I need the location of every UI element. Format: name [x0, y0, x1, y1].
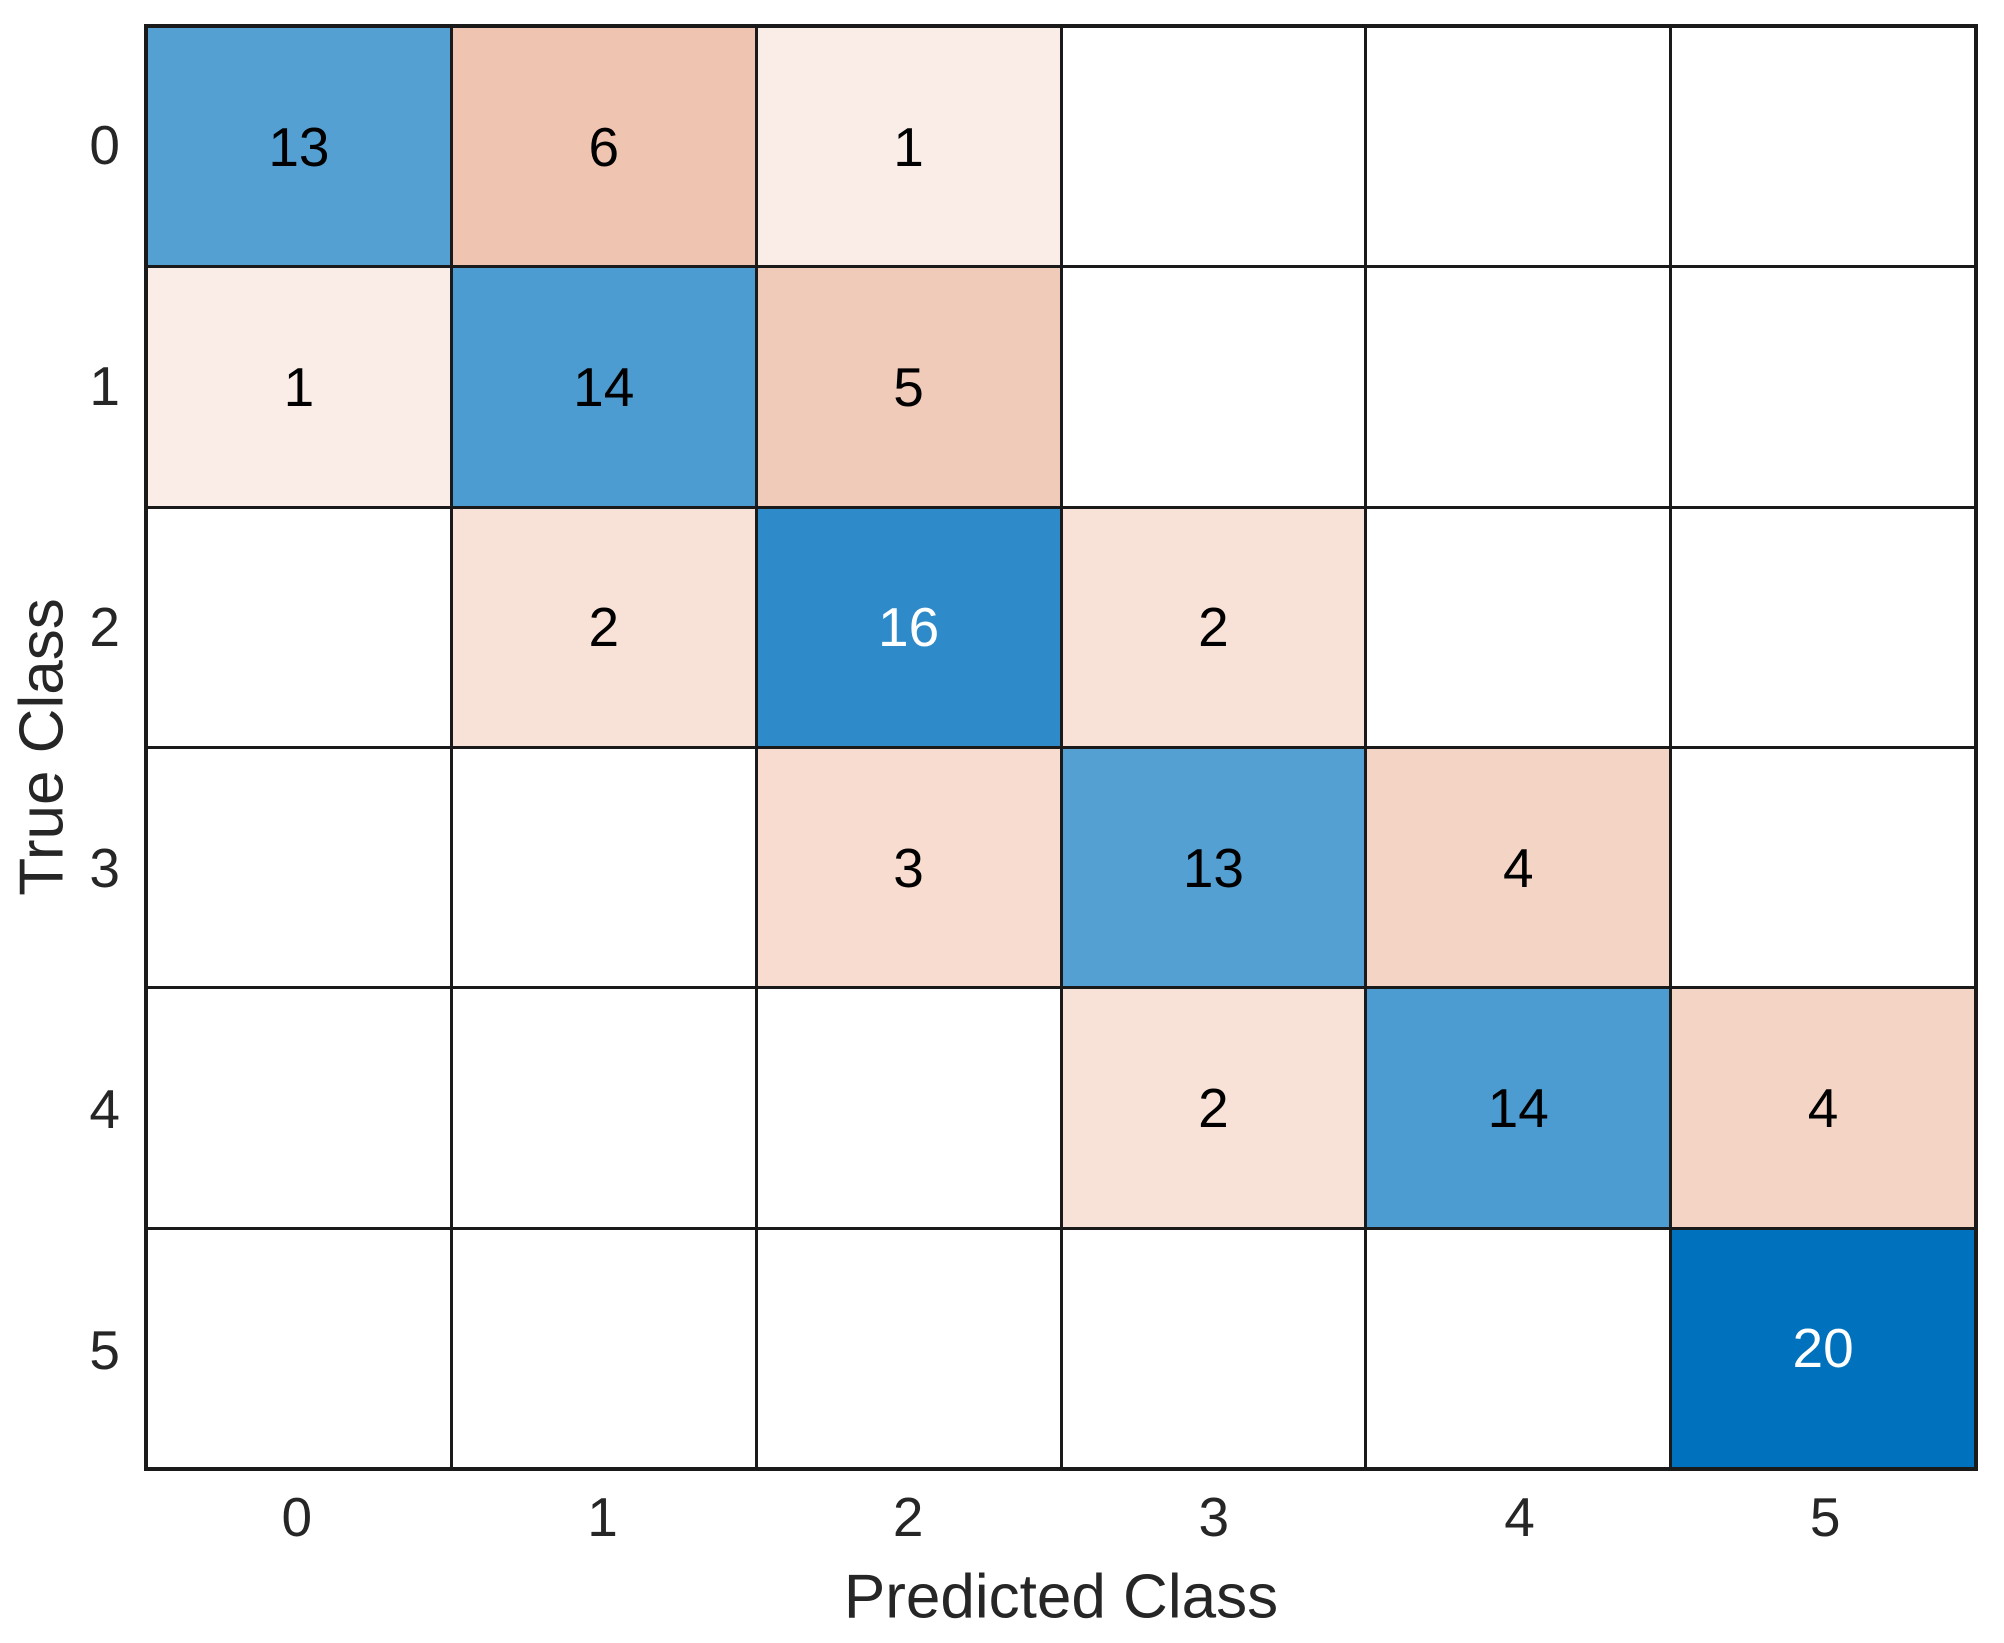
matrix-cell: 16 — [757, 508, 1060, 746]
y-tick-label: 5 — [89, 1319, 120, 1382]
matrix-cell — [1062, 268, 1365, 506]
y-axis-label: True Class — [7, 598, 77, 896]
matrix-cell — [148, 508, 450, 746]
x-tick-label: 5 — [1809, 1486, 1841, 1548]
matrix-cell — [148, 989, 450, 1227]
matrix-cell — [1367, 28, 1670, 266]
matrix-cell: 3 — [757, 748, 1060, 987]
matrix-cell: 5 — [757, 268, 1060, 506]
x-tick-label: 4 — [1504, 1486, 1535, 1548]
x-tick-label: 0 — [281, 1486, 313, 1548]
matrix-cell — [1367, 1229, 1670, 1467]
matrix-cell: 6 — [452, 28, 755, 266]
matrix-cell: 4 — [1367, 748, 1670, 987]
matrix-cell — [757, 1229, 1060, 1467]
x-tick-label: 3 — [1198, 1486, 1230, 1548]
matrix-cell: 4 — [1672, 989, 1974, 1227]
matrix-cell — [148, 748, 450, 987]
matrix-cell — [452, 1229, 755, 1467]
matrix-cell — [1672, 28, 1974, 266]
matrix-cell: 2 — [452, 508, 755, 746]
matrix-cell: 14 — [452, 268, 755, 506]
matrix-cell: 1 — [148, 268, 450, 506]
y-tick-label: 0 — [89, 113, 120, 176]
matrix-cell — [1062, 1229, 1365, 1467]
matrix-cell — [1367, 268, 1670, 506]
x-tick-label: 2 — [892, 1486, 924, 1548]
matrix-cell — [757, 989, 1060, 1227]
matrix-cell: 2 — [1062, 989, 1365, 1227]
matrix-cell: 1 — [757, 28, 1060, 266]
matrix-cell — [148, 1229, 450, 1467]
matrix-cell: 14 — [1367, 989, 1670, 1227]
matrix-cell: 13 — [148, 28, 450, 266]
matrix-cell — [1672, 508, 1974, 746]
matrix-cell — [1672, 748, 1974, 987]
y-tick-label: 4 — [89, 1078, 120, 1141]
confusion-matrix-grid: 13 6 1 1 14 5 2 16 2 3 13 4 2 14 4 20 — [144, 24, 1978, 1471]
y-tick-label: 3 — [89, 837, 120, 900]
matrix-cell: 20 — [1672, 1229, 1974, 1467]
matrix-cell — [1367, 508, 1670, 746]
matrix-cell — [452, 989, 755, 1227]
matrix-cell: 13 — [1062, 748, 1365, 987]
y-tick-label: 2 — [89, 595, 120, 658]
matrix-cell — [452, 748, 755, 987]
x-axis-label: Predicted Class — [843, 1562, 1279, 1632]
matrix-cell — [1672, 268, 1974, 506]
y-tick-label: 1 — [89, 354, 120, 417]
matrix-cell: 2 — [1062, 508, 1365, 746]
x-tick-label: 1 — [587, 1486, 618, 1548]
matrix-cell — [1062, 28, 1365, 266]
